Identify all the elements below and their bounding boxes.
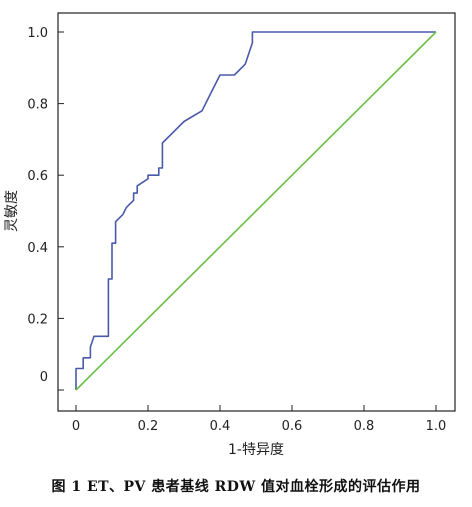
x-axis-ticks: 0 0.2 0.4 0.6 0.8 1.0 [72,405,446,434]
y-tick-label: 0 [40,370,48,385]
x-tick-label: 0.6 [282,419,303,434]
figure-caption: 图 1 ET、PV 患者基线 RDW 值对血栓形成的评估作用 [51,479,421,495]
y-tick-label: 0.2 [27,312,48,327]
plot-frame [57,12,456,412]
plot-area [57,12,456,412]
y-axis-title: 灵敏度 [4,190,20,232]
x-tick-label: 0.4 [210,419,231,434]
x-tick-label: 0.2 [138,419,159,434]
reference-diagonal-line [75,31,437,391]
x-axis-title: 1-特异度 [228,442,284,458]
roc-chart: 0 0.2 0.4 0.6 0.8 1.0 00.20.40.60.81.0 1-特异度 … [4,12,456,458]
y-tick-label: 1.0 [27,26,48,41]
y-axis-ticks: 0 0.2 0.4 0.6 0.8 1.0 [27,26,64,391]
x-tick-label: 0 [72,419,80,434]
x-tick-label: 1.0 [426,419,447,434]
y-tick-label: 0.8 [27,98,48,113]
x-tick-label: 0.8 [354,419,375,434]
y-tick-label: 0.6 [27,169,48,184]
roc-curve-line [75,31,436,390]
y-tick-label: 0.4 [27,241,48,256]
